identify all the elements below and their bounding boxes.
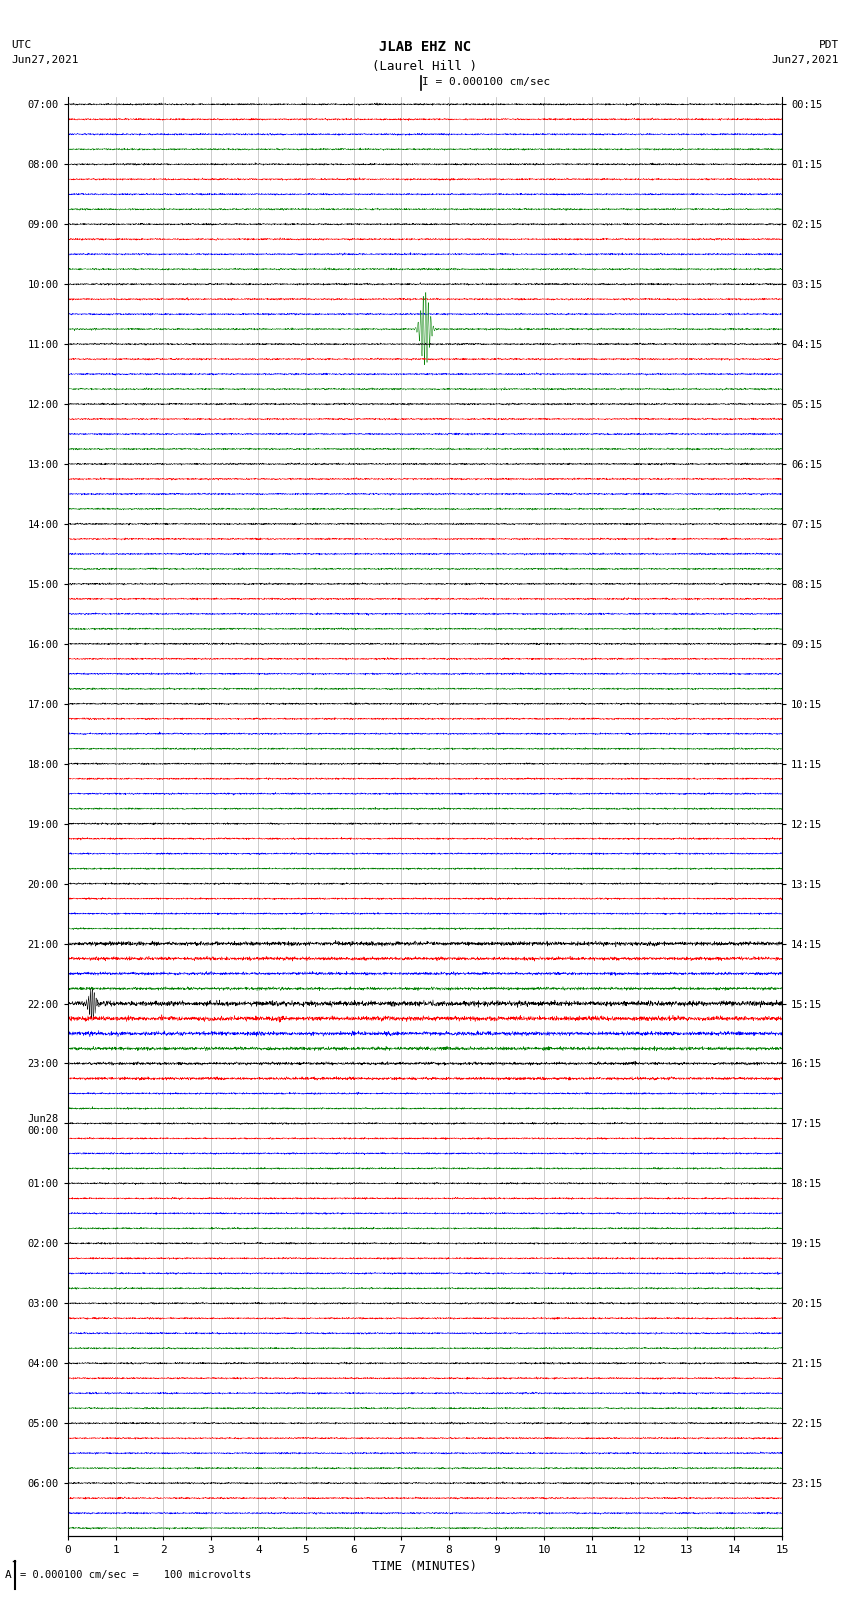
Text: Jun27,2021: Jun27,2021 <box>11 55 78 65</box>
Text: = 0.000100 cm/sec =    100 microvolts: = 0.000100 cm/sec = 100 microvolts <box>20 1569 251 1581</box>
Text: I = 0.000100 cm/sec: I = 0.000100 cm/sec <box>422 77 551 87</box>
Text: PDT: PDT <box>819 40 839 50</box>
X-axis label: TIME (MINUTES): TIME (MINUTES) <box>372 1560 478 1573</box>
Text: A: A <box>4 1569 11 1581</box>
Text: JLAB EHZ NC: JLAB EHZ NC <box>379 40 471 55</box>
Text: UTC: UTC <box>11 40 31 50</box>
Text: Jun27,2021: Jun27,2021 <box>772 55 839 65</box>
Text: (Laurel Hill ): (Laurel Hill ) <box>372 60 478 73</box>
